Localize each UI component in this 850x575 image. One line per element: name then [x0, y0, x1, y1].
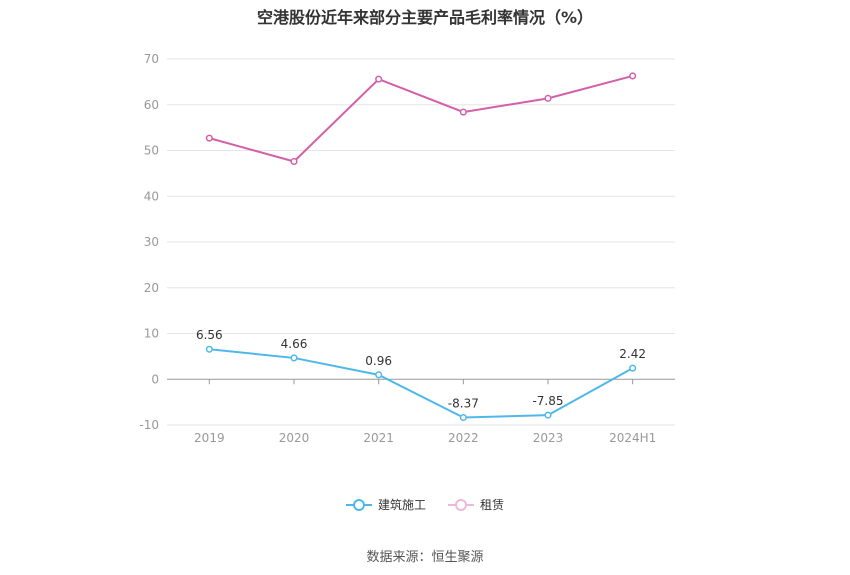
- legend-item-construction[interactable]: 建筑施工: [345, 496, 426, 513]
- chart-title: 空港股份近年来部分主要产品毛利率情况（%）: [256, 8, 594, 27]
- legend-label-leasing: 租赁: [480, 498, 505, 512]
- line-chart: 70 60 50 40 30 20 10 0 -10 2019 2020 2021 2022 2023 20…: [139, 52, 675, 445]
- data-point-series-2: [375, 75, 383, 83]
- legend-label-construction: 建筑施工: [377, 498, 426, 512]
- data-point-series-2: [205, 134, 213, 142]
- legend-marker-leasing: [448, 498, 474, 512]
- data-point-series-2: [290, 157, 298, 166]
- y-tick-label: 30: [144, 235, 159, 249]
- data-label: 0.96: [365, 354, 392, 368]
- x-tick-label: 2022: [448, 431, 479, 445]
- data-point-series-1: [205, 345, 213, 353]
- y-tick-label: 0: [151, 372, 159, 386]
- data-point-series-2: [544, 94, 552, 102]
- data-source: 数据来源：恒生聚源: [366, 550, 484, 565]
- y-tick-label: -10: [139, 418, 159, 432]
- y-tick-label: 50: [144, 144, 159, 158]
- series-line-1: [209, 348, 634, 419]
- legend-marker-construction: [345, 498, 372, 512]
- data-label: 2.42: [619, 347, 646, 361]
- data-point-series-2: [629, 72, 637, 80]
- x-tick-label: 2023: [533, 431, 564, 445]
- y-tick-label: 20: [144, 281, 159, 295]
- data-label: -7.85: [532, 394, 563, 408]
- x-tick-label: 2020: [279, 431, 310, 445]
- data-label: 6.56: [196, 328, 223, 342]
- legend-item-leasing[interactable]: 租赁: [448, 496, 504, 513]
- y-tick-label: 10: [144, 327, 159, 341]
- data-point-series-1: [544, 411, 552, 419]
- data-point-series-1: [459, 413, 467, 422]
- series-line-2: [209, 74, 633, 163]
- chart-legend: 建筑施工 租赁: [0, 496, 850, 513]
- x-tick-label: 2021: [363, 431, 394, 445]
- y-tick-label: 40: [144, 189, 159, 203]
- y-tick-label: 70: [144, 52, 159, 66]
- x-tick-label: 2019: [194, 431, 225, 445]
- data-point-series-1: [629, 364, 637, 372]
- data-label: 4.66: [281, 337, 308, 351]
- y-tick-label: 60: [144, 98, 159, 112]
- x-tick-label: 2024H1: [609, 431, 656, 445]
- data-point-series-1: [290, 354, 298, 362]
- data-point-series-2: [459, 108, 467, 116]
- data-label: -8.37: [448, 397, 479, 411]
- data-point-series-1: [375, 371, 383, 379]
